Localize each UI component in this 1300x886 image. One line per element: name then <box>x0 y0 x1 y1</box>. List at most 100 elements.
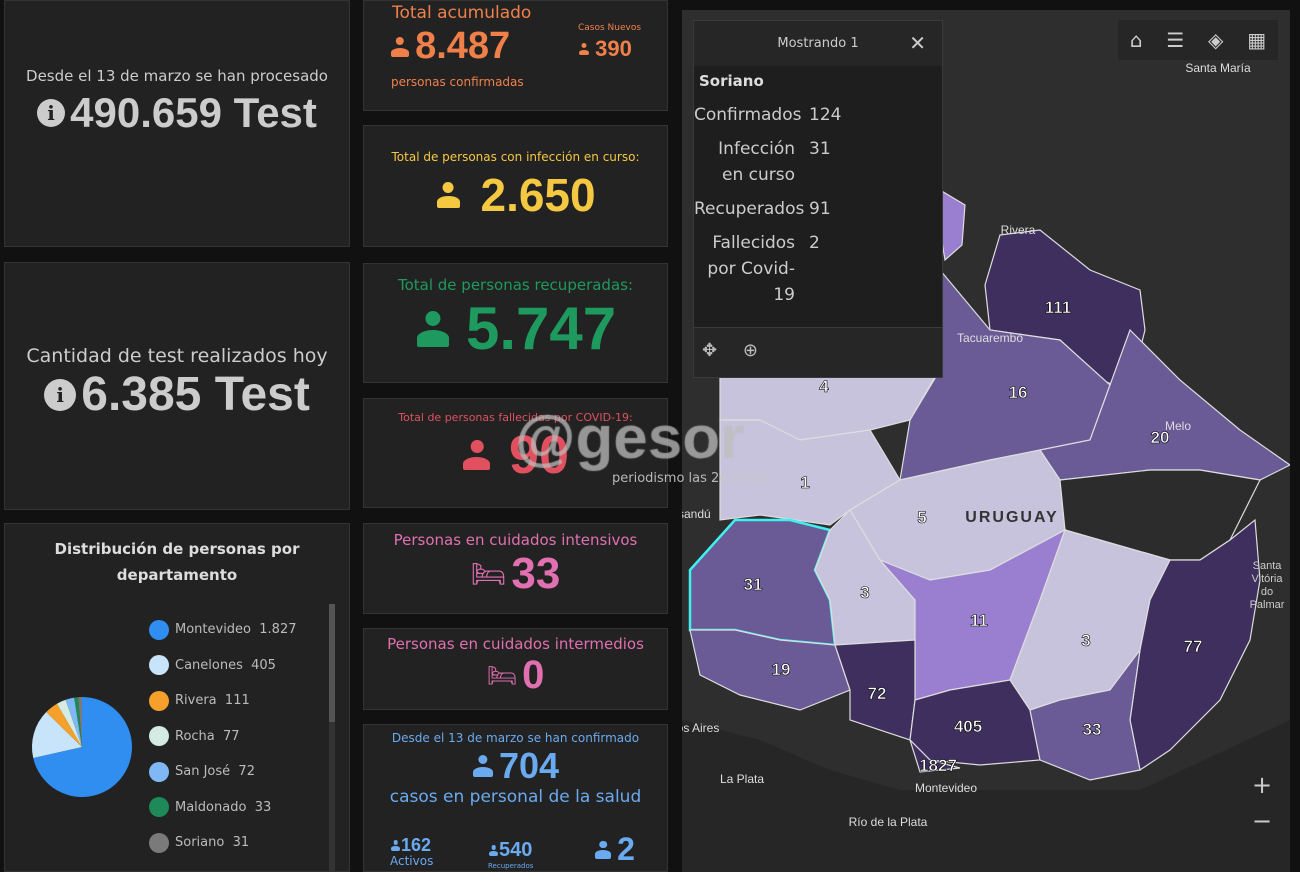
icu-caption: Personas en cuidados intensivos <box>393 531 638 549</box>
active-caption: Total de personas con infección en curso… <box>391 150 640 164</box>
popup-field-value: 124 <box>809 105 842 125</box>
department-montevideo[interactable] <box>909 739 961 773</box>
legend-item[interactable]: Canelones 405 <box>149 648 297 684</box>
legend-swatch <box>149 655 169 676</box>
map-place-label: Río de la Plata <box>849 815 928 829</box>
pie-slice-rocha[interactable] <box>57 699 82 747</box>
popup-field-value: 91 <box>809 199 831 219</box>
legend-value: 111 <box>224 693 250 709</box>
department-value-label: 405 <box>954 717 982 736</box>
legend-label: Soriano <box>175 835 225 851</box>
legend-label: Rivera <box>175 693 217 709</box>
tests-today-value: 6.385 Test <box>81 368 310 421</box>
popup-count: Mostrando 1 <box>777 36 859 51</box>
health-active-label: Activos <box>390 854 434 868</box>
pie-slice-san-jos-[interactable] <box>65 697 82 747</box>
person-icon <box>390 840 401 851</box>
map-place-label: La Plata <box>720 772 764 786</box>
department-value-label: 5 <box>917 508 926 527</box>
basemap-gallery-icon[interactable]: ▦ <box>1247 28 1267 52</box>
legend-label: Maldonado <box>175 799 247 815</box>
health-recovered-value: 540 <box>499 839 533 861</box>
legend-label: Montevideo <box>175 622 252 638</box>
popup-row: Infección en curso 31 <box>694 136 942 188</box>
popup-title: Soriano <box>699 72 764 90</box>
tests-today-caption: Cantidad de test realizados hoy <box>26 345 328 367</box>
pie-slice-rivera[interactable] <box>46 703 82 747</box>
legend-value: 72 <box>238 764 255 780</box>
legend-item[interactable]: Maldonado 33 <box>149 790 297 826</box>
zoom-to-icon[interactable]: ⊕ <box>742 340 758 361</box>
pie-slice-maldonado[interactable] <box>74 697 82 747</box>
department-maldonado[interactable] <box>1029 649 1141 781</box>
intermediate-caption: Personas en cuidados intermedios <box>387 635 644 653</box>
department-value-label: 33 <box>1083 720 1102 739</box>
map-place-label: Paysandú <box>682 507 711 521</box>
legend-item[interactable]: Soriano 31 <box>149 825 297 861</box>
layers-icon[interactable]: ◈ <box>1208 28 1224 52</box>
pie-slice-montevideo[interactable] <box>33 697 132 797</box>
department-value-label: 3 <box>860 583 869 602</box>
health-card: Desde el 13 de marzo se han confirmado 7… <box>363 724 668 872</box>
department-value-label: 77 <box>1184 637 1203 656</box>
map-canvas[interactable]: 111 16 20 4 1 5 31 3 11 3 77 19 72 405 33 1827 Santa Mar… <box>682 10 1290 872</box>
bottom-strip <box>0 872 1300 886</box>
popup-field-value: 2 <box>809 233 820 253</box>
tests-today-card: Cantidad de test realizados hoy i 6.385 … <box>4 262 350 510</box>
legend-item[interactable]: San José 72 <box>149 754 297 790</box>
department-soriano[interactable] <box>688 518 837 647</box>
recovered-value: 5.747 <box>465 295 617 362</box>
health-value: 704 <box>499 745 560 786</box>
legend-scrollbar[interactable] <box>329 604 335 871</box>
recovered-caption: Total de personas recuperadas: <box>397 276 634 294</box>
close-icon[interactable]: ✕ <box>909 31 926 55</box>
legend-value: 1.827 <box>259 622 297 638</box>
legend-swatch <box>149 619 169 640</box>
pie-slice-canelones[interactable] <box>31 712 82 758</box>
popup-field-label: Fallecidos por Covid-19 <box>707 233 795 305</box>
pan-icon[interactable]: ✥ <box>702 340 718 361</box>
chart-legend: Montevideo 1.827 Canelones 405 Rivera 111 R… <box>149 612 297 861</box>
confirmed-value: 8.487 <box>415 25 511 67</box>
map-popup: Mostrando 1 ✕ Soriano Confirmados 124 Infe… <box>693 20 943 378</box>
person-icon <box>472 755 494 778</box>
legend-value: 33 <box>254 799 272 815</box>
person-icon <box>390 37 410 57</box>
bed-icon: 🛏 <box>470 557 507 591</box>
pie-slice-soriano[interactable] <box>78 697 82 747</box>
zoom-out-button[interactable]: − <box>1244 804 1280 840</box>
health-sub: casos en personal de la salud <box>389 787 642 807</box>
map-place-label: Buenos Aires <box>682 721 719 735</box>
tests-total-card: Desde el 13 de marzo se han procesado i … <box>4 0 350 247</box>
person-icon <box>594 841 612 859</box>
confirmed-caption: Total acumulado <box>392 3 532 23</box>
legend-item[interactable]: Rocha 77 <box>149 719 297 755</box>
department-value-label: 3 <box>1081 631 1090 650</box>
new-cases-label: Casos Nuevos <box>578 23 642 33</box>
zoom-in-button[interactable]: + <box>1244 768 1280 804</box>
legend-swatch <box>149 797 169 818</box>
legend-item[interactable]: Montevideo 1.827 <box>149 612 297 648</box>
map[interactable]: 111 16 20 4 1 5 31 3 11 3 77 19 72 405 33 1827 Santa Mar… <box>682 10 1290 872</box>
home-icon[interactable]: ⌂ <box>1129 28 1143 52</box>
department-artigas[interactable] <box>939 188 966 262</box>
deaths-card: Total de personas fallecidas por COVID-1… <box>363 398 668 508</box>
legend-value: 405 <box>251 657 276 673</box>
person-icon <box>578 43 590 55</box>
legend-item[interactable]: Rivera 111 <box>149 683 297 719</box>
department-value-label: 72 <box>868 684 887 703</box>
person-icon <box>462 440 492 470</box>
health-caption: Desde el 13 de marzo se han confirmado <box>391 731 640 745</box>
health-deaths-value: 2 <box>617 831 635 867</box>
legend-label: San José <box>175 764 231 780</box>
department-value-label: 11 <box>970 611 988 630</box>
popup-row: Confirmados 124 <box>694 102 942 128</box>
legend-swatch <box>149 761 169 782</box>
active-card: Total de personas con infección en curso… <box>363 125 668 247</box>
map-place-label: Santa Vitória do Palmar <box>1249 560 1285 611</box>
department-value-label: 19 <box>772 660 791 679</box>
legend-list-icon[interactable]: ☰ <box>1166 28 1185 52</box>
health-active-value: 162 <box>401 835 432 855</box>
info-icon: i <box>37 99 66 127</box>
deaths-value: 90 <box>509 425 570 485</box>
